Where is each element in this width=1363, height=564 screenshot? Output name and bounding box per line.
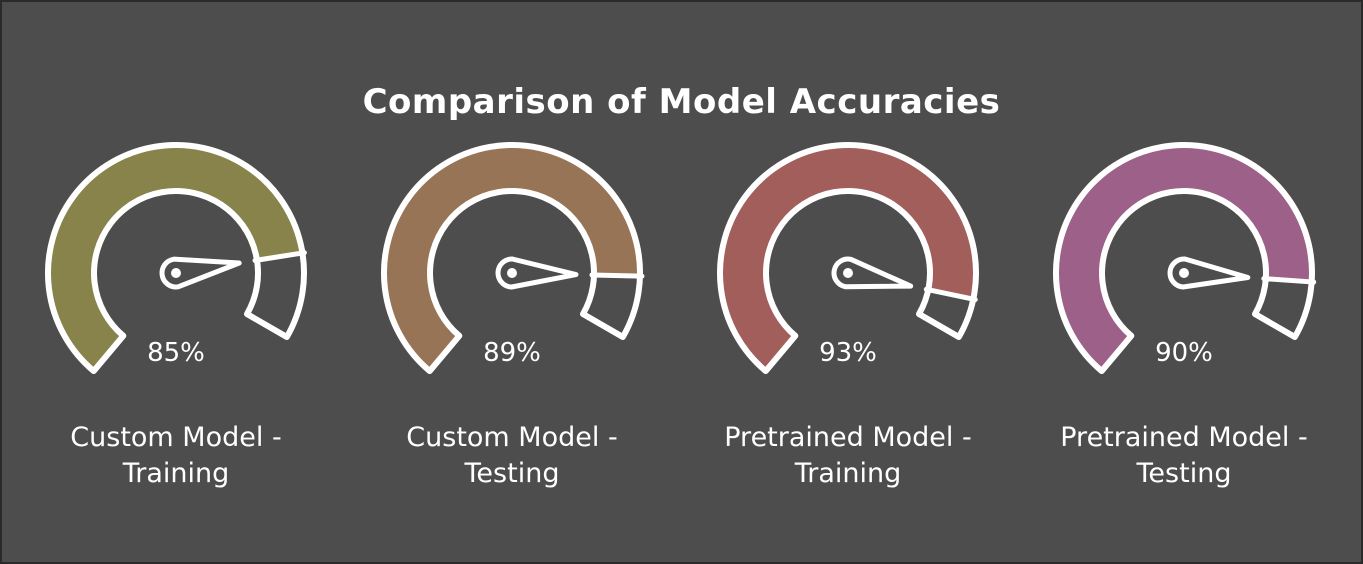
gauge-needle-hub — [171, 268, 181, 278]
gauge-fill-arc — [1053, 142, 1315, 374]
gauge-value-label: 85% — [147, 338, 205, 368]
gauge-needle-hub — [507, 268, 517, 278]
gauge-custom-testing — [381, 142, 645, 375]
gauge-category-label: Pretrained Model - Testing — [1060, 422, 1308, 489]
gauge-fill-arc — [45, 142, 306, 374]
gauge-value-tick — [923, 286, 978, 303]
gauge-custom-training — [45, 142, 307, 375]
gauge-category-label: Custom Model - Training — [70, 422, 282, 489]
gauge-category-label: Pretrained Model - Training — [724, 422, 972, 489]
gauge-needle — [1167, 256, 1251, 290]
gauge-needle — [495, 256, 579, 290]
gauge-fill-arc — [381, 142, 643, 374]
gauge-value-label: 90% — [1155, 338, 1213, 368]
gauge-outline — [45, 142, 307, 375]
gauge-needle — [831, 256, 914, 290]
gauge-needle-hub — [1179, 268, 1189, 278]
gauge-outline — [717, 142, 979, 375]
gauge-needle — [159, 256, 242, 290]
gauge-value-label: 89% — [483, 338, 541, 368]
chart-title: Comparison of Model Accuracies — [362, 82, 1001, 122]
gauge-fill-arc — [717, 142, 979, 374]
gauge-category-label: Custom Model - Testing — [406, 422, 618, 489]
gauge-outline — [381, 142, 643, 375]
gauge-pretrained-training — [717, 142, 979, 375]
gauge-value-tick — [589, 272, 645, 279]
gauge-value-tick — [1261, 276, 1317, 285]
gauge-value-label: 93% — [819, 338, 877, 368]
gauge-needle-hub — [843, 268, 853, 278]
gauge-value-tick — [252, 250, 307, 263]
gauge-pretrained-testing — [1053, 142, 1317, 375]
gauge-outline — [1053, 142, 1315, 375]
